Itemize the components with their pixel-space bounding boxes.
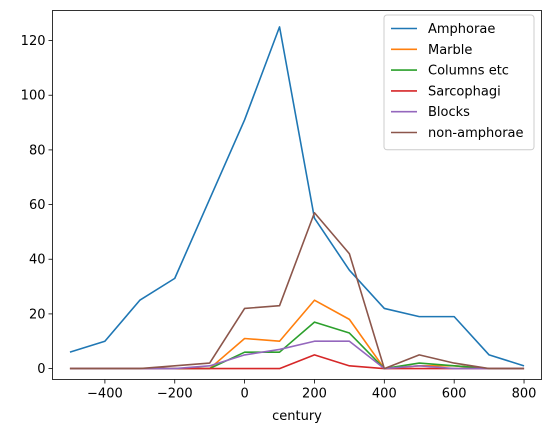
x-tick-label: 200 [302, 387, 327, 402]
x-axis-ticks: −400 −200 0 200 400 600 800 [87, 379, 537, 402]
series-line-5 [69, 211, 525, 370]
legend-label-5: non-amphorae [428, 126, 524, 141]
x-tick-label: −200 [157, 387, 193, 402]
x-tick-label: 0 [240, 387, 248, 402]
y-tick-label: 120 [21, 34, 46, 49]
x-tick-label: 600 [442, 387, 467, 402]
x-axis-title: century [272, 409, 322, 424]
legend-label-0: Amphorae [428, 22, 495, 37]
x-tick-label: 400 [372, 387, 397, 402]
series-line-0 [69, 26, 525, 367]
series-line-1 [69, 299, 525, 370]
y-tick-label: 80 [29, 143, 46, 158]
legend: Amphorae Marble Columns etc Sarcophagi Block… [383, 14, 535, 151]
y-tick-label: 20 [29, 307, 46, 322]
y-tick-label: 40 [29, 253, 46, 268]
series-line-4 [69, 340, 525, 370]
series-layer [69, 26, 525, 370]
legend-label-4: Blocks [428, 105, 470, 120]
legend-label-2: Columns etc [428, 64, 509, 79]
y-tick-label: 100 [21, 89, 46, 104]
x-tick-label: −400 [87, 387, 123, 402]
y-tick-label: 60 [29, 198, 46, 213]
legend-label-1: Marble [428, 43, 472, 58]
y-axis-ticks: 0 20 40 60 80 100 120 [21, 34, 53, 377]
plot-area-frame [52, 10, 542, 380]
x-tick-label: 800 [512, 387, 537, 402]
y-tick-label: 0 [37, 362, 45, 377]
legend-frame [383, 14, 535, 151]
legend-label-3: Sarcophagi [428, 84, 501, 99]
